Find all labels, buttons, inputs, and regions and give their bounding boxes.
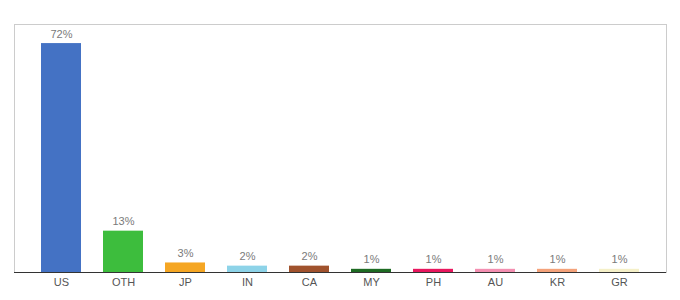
svg-text:1%: 1% <box>426 253 442 265</box>
svg-text:AU: AU <box>488 276 503 288</box>
svg-text:2%: 2% <box>302 250 318 262</box>
svg-text:OTH: OTH <box>112 276 135 288</box>
svg-text:JP: JP <box>179 276 192 288</box>
svg-text:72%: 72% <box>50 28 72 40</box>
svg-text:IN: IN <box>242 276 253 288</box>
svg-text:2%: 2% <box>240 250 256 262</box>
svg-text:PH: PH <box>426 276 441 288</box>
svg-text:13%: 13% <box>112 215 134 227</box>
svg-text:1%: 1% <box>612 253 628 265</box>
svg-text:1%: 1% <box>488 253 504 265</box>
svg-text:1%: 1% <box>550 253 566 265</box>
svg-text:MY: MY <box>363 276 380 288</box>
svg-text:1%: 1% <box>364 253 380 265</box>
svg-text:US: US <box>54 276 69 288</box>
svg-text:KR: KR <box>550 276 565 288</box>
svg-text:GR: GR <box>611 276 628 288</box>
svg-text:CA: CA <box>302 276 318 288</box>
svg-text:3%: 3% <box>178 247 194 259</box>
